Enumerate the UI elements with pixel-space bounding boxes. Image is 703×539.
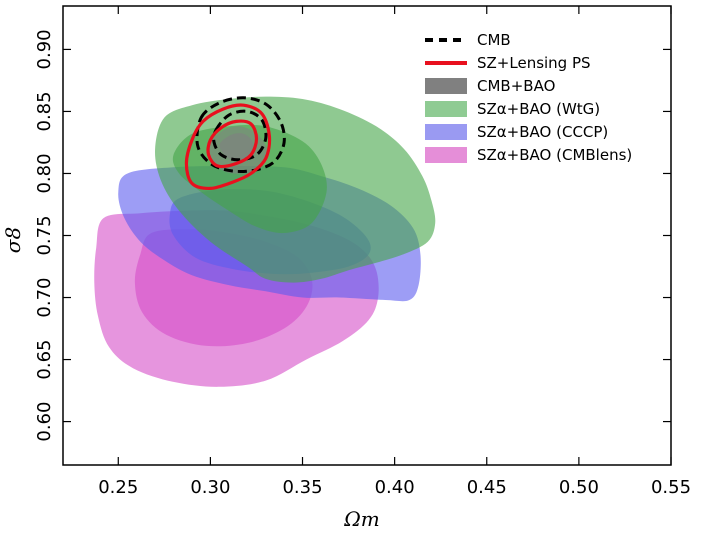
legend-label: SZα+BAO (WtG) (477, 100, 600, 118)
contour-sz-lensing-ps-inner (206, 119, 259, 169)
legend-item: CMB+BAO (425, 77, 555, 95)
contour-cmb-bao-inner (219, 133, 254, 162)
x-axis-label: Ωm (343, 507, 380, 531)
y-tick-label: 0.65 (34, 340, 55, 380)
legend-label: CMB+BAO (477, 77, 555, 95)
x-tick-label: 0.30 (190, 477, 230, 498)
legend-label: CMB (477, 31, 511, 49)
legend-item: CMB (425, 31, 511, 49)
y-tick-label: 0.80 (34, 153, 55, 193)
x-tick-label: 0.50 (559, 477, 599, 498)
legend-swatch (425, 147, 467, 163)
y-tick-label: 0.85 (34, 91, 55, 131)
legend-item: SZ+Lensing PS (425, 54, 591, 72)
legend-label: SZα+BAO (CCCP) (477, 123, 608, 141)
legend-item: SZα+BAO (WtG) (425, 100, 600, 118)
x-tick-label: 0.25 (98, 477, 138, 498)
legend-label: SZα+BAO (CMBlens) (477, 146, 632, 164)
legend-item: SZα+BAO (CMBlens) (425, 146, 632, 164)
y-axis-label: σ8 (1, 227, 25, 253)
legend-item: SZα+BAO (CCCP) (425, 123, 608, 141)
legend-swatch (425, 124, 467, 140)
y-tick-label: 0.75 (34, 215, 55, 255)
y-tick-label: 0.90 (34, 29, 55, 69)
legend-swatch (425, 78, 467, 94)
contour-sz-lensing-ps-outer (184, 103, 272, 191)
legend-label: SZ+Lensing PS (477, 54, 591, 72)
x-tick-label: 0.35 (282, 477, 322, 498)
y-tick-label: 0.60 (34, 402, 55, 442)
confidence-regions (94, 96, 436, 387)
legend-swatch (425, 101, 467, 117)
axis-ticks: 0.25 0.30 0.35 0.40 0.45 0.50 0.55 0.60 0.65 0.70… (34, 6, 691, 498)
x-tick-label: 0.40 (375, 477, 415, 498)
x-tick-label: 0.55 (651, 477, 691, 498)
x-tick-label: 0.45 (467, 477, 507, 498)
contour-cmb-inner (212, 109, 268, 162)
legend: CMB SZ+Lensing PS CMB+BAO SZα+BAO (WtG) SZα+… (425, 31, 632, 164)
contour-cmb-outer (195, 96, 286, 173)
y-tick-label: 0.70 (34, 277, 55, 317)
